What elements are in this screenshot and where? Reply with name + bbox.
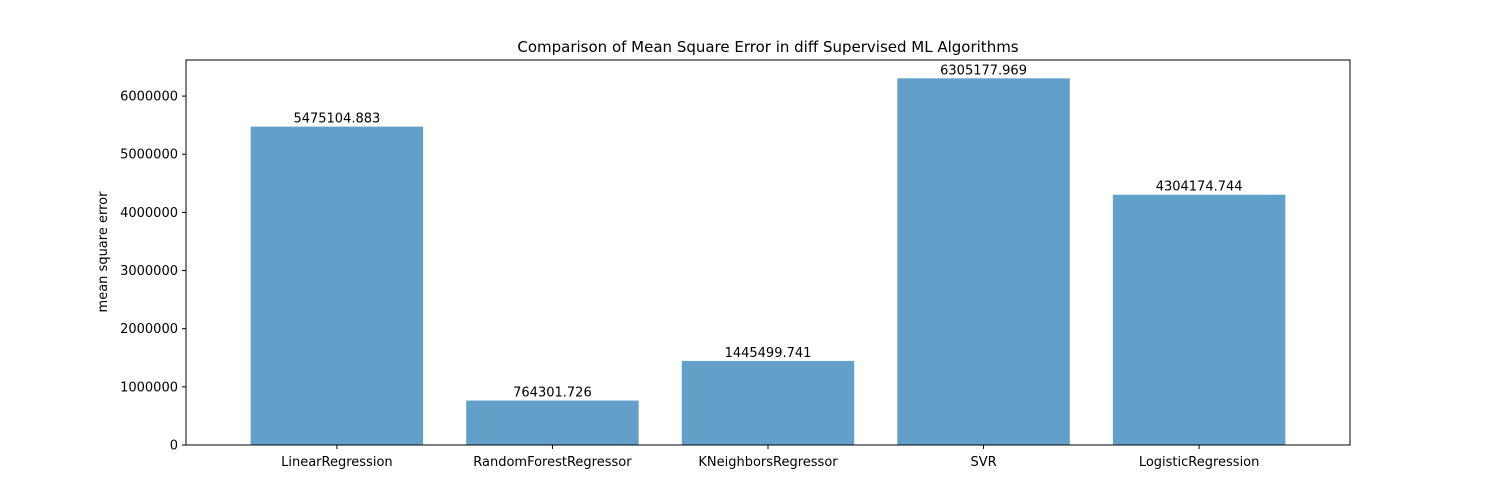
y-tick-label: 5000000 (120, 148, 178, 163)
x-tick-label-RandomForestRegressor: RandomForestRegressor (473, 455, 632, 470)
data-label-KNeighborsRegressor: 1445499.741 (725, 346, 812, 361)
y-tick-label: 6000000 (120, 90, 178, 105)
bar-KNeighborsRegressor (681, 360, 855, 445)
bar-LinearRegression (250, 126, 424, 445)
x-axis-ticks: LinearRegression RandomForestRegressor KNe… (281, 445, 1259, 470)
y-tick-label: 0 (170, 439, 178, 454)
bar-LogisticRegression (1112, 194, 1286, 445)
bars-group (250, 78, 1286, 445)
data-label-SVR: 6305177.969 (940, 63, 1027, 78)
x-tick-label-KNeighborsRegressor: KNeighborsRegressor (698, 455, 838, 470)
data-label-LogisticRegression: 4304174.744 (1156, 180, 1243, 195)
x-tick-label-LogisticRegression: LogisticRegression (1139, 455, 1260, 470)
y-axis-ticks: 0 1000000 2000000 3000000 4000000 5000000 6000… (120, 90, 186, 454)
data-labels-group: 5475104.883 764301.726 1445499.741 6305177.… (293, 63, 1242, 400)
bar-RandomForestRegressor (466, 400, 639, 445)
chart-title: Comparison of Mean Square Error in diff … (517, 38, 1018, 56)
y-tick-label: 2000000 (120, 322, 178, 337)
data-label-LinearRegression: 5475104.883 (293, 112, 380, 127)
bar-SVR (897, 78, 1070, 445)
y-axis-label: mean square error (96, 191, 111, 313)
x-tick-label-LinearRegression: LinearRegression (281, 455, 393, 470)
x-tick-label-SVR: SVR (970, 455, 996, 470)
y-tick-label: 4000000 (120, 206, 178, 221)
plot-area-frame (185, 59, 1351, 446)
y-tick-label: 3000000 (120, 264, 178, 279)
y-tick-label: 1000000 (120, 380, 178, 395)
data-label-RandomForestRegressor: 764301.726 (513, 386, 592, 401)
